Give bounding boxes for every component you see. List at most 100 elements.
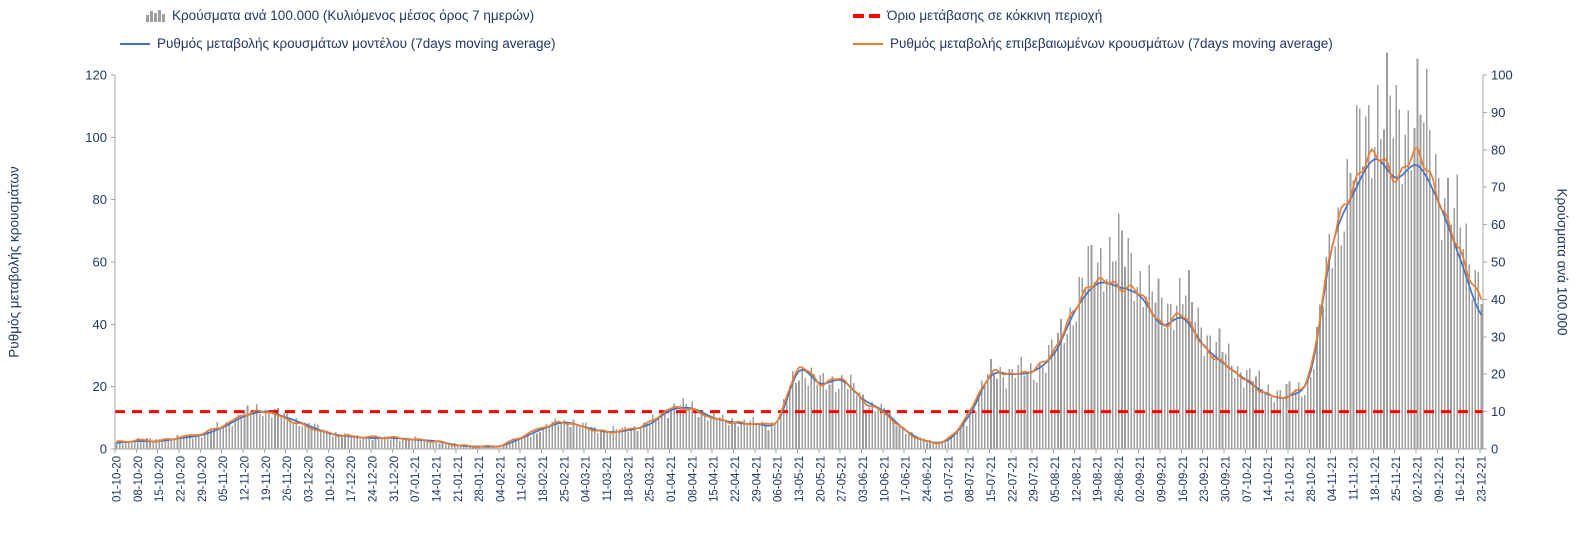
x-tick-label: 18-02-21 [538,456,550,502]
x-tick-label: 14-01-21 [431,456,443,502]
bars-swatch-icon [146,9,165,23]
right-tick-label: 70 [1491,180,1505,195]
legend-label-confirmed: Ρυθμός μεταβολής επιβεβαιωμένων κρουσμάτ… [890,36,1333,51]
x-tick-label: 05-08-21 [1050,456,1062,502]
x-tick-label: 31-12-20 [389,456,401,502]
legend-item-confirmed: Ρυθμός μεταβολής επιβεβαιωμένων κρουσμάτ… [853,37,1333,51]
right-tick-label: 50 [1491,255,1505,270]
right-tick-label: 30 [1491,329,1505,344]
x-tick-label: 20-05-21 [815,456,827,502]
x-tick-label: 29-10-20 [197,456,209,502]
right-tick-label: 90 [1491,105,1505,120]
x-tick-label: 26-11-20 [282,456,294,501]
x-tick-label: 13-05-21 [794,456,806,502]
right-tick-label: 80 [1491,142,1505,157]
legend-label-threshold: Όριο μετάβασης σε κόκκινη περιοχή [887,8,1103,23]
left-tick-label: 60 [93,255,107,270]
right-tick-label: 20 [1491,367,1505,382]
legend-item-bars: Κρούσματα ανά 100.000 (Κυλιόμενος μέσος … [146,9,534,23]
x-tick-label: 02-09-21 [1135,456,1147,502]
legend-item-model: Ρυθμός μεταβολής κρουσμάτων μοντέλου (7d… [120,37,556,51]
x-tick-label: 02-12-21 [1412,456,1424,502]
x-tick-label: 26-08-21 [1114,456,1126,502]
x-tick-label: 22-07-21 [1007,456,1019,502]
x-tick-label: 15-07-21 [986,456,998,502]
x-tick-label: 11-11-21 [1349,456,1361,500]
left-axis-title: Ρυθμός μεταβολής κρουσμάτων [6,166,22,358]
legend-item-threshold: Όριο μετάβασης σε κόκκινη περιοχή [853,9,1102,23]
x-tick-label: 25-03-21 [645,456,657,502]
legend-label-bars: Κρούσματα ανά 100.000 (Κυλιόμενος μέσος … [172,8,535,23]
right-tick-label: 40 [1491,292,1505,307]
x-tick-label: 18-11-21 [1370,456,1382,501]
confirmed-line-icon [853,42,883,45]
confirmed-line [116,146,1483,449]
axes [111,74,1487,453]
x-tick-label: 19-11-20 [261,456,273,501]
right-tick-label: 0 [1491,442,1498,457]
x-tick-label: 14-10-21 [1263,456,1275,502]
legend-label-model: Ρυθμός μεταβολής κρουσμάτων μοντέλου (7d… [157,36,556,51]
x-tick-label: 23-09-21 [1199,456,1211,502]
x-tick-label: 24-12-20 [367,456,379,502]
x-tick-label: 25-02-21 [559,456,571,502]
x-tick-label: 21-01-21 [453,456,465,502]
x-tick-label: 04-11-21 [1327,456,1339,501]
x-tick-label: 07-10-21 [1242,456,1254,502]
x-tick-label: 11-03-21 [602,456,614,501]
x-tick-label: 19-08-21 [1093,456,1105,502]
x-tick-label: 29-07-21 [1029,456,1041,502]
left-tick-label: 120 [85,68,107,83]
x-tick-label: 29-04-21 [751,456,763,502]
x-tick-label: 15-04-21 [709,456,721,502]
x-tick-label: 08-07-21 [965,456,977,502]
x-tick-label: 09-12-21 [1434,456,1446,502]
x-tick-label: 08-10-20 [133,456,145,502]
x-tick-label: 01-10-20 [112,456,124,502]
right-tick-label: 60 [1491,217,1505,232]
x-tick-label: 07-01-21 [410,456,422,502]
right-tick-label: 10 [1491,404,1505,419]
x-tick-label: 10-12-20 [325,456,337,502]
x-tick-label: 01-04-21 [666,456,678,502]
x-tick-label: 17-06-21 [901,456,913,502]
bars-series [115,52,1483,450]
x-tick-label: 30-09-21 [1221,456,1233,502]
x-tick-label: 03-06-21 [858,456,870,502]
left-tick-label: 40 [93,317,107,332]
x-axis-labels: 01-10-20 08-10-20 15-10-20 22-10-20 29-10-20… [112,456,1489,502]
x-tick-label: 23-12-21 [1476,456,1488,502]
x-tick-label: 12-08-21 [1071,456,1083,502]
x-tick-label: 18-03-21 [623,456,635,502]
x-tick-label: 25-11-21 [1391,456,1403,501]
left-tick-label: 0 [100,442,107,457]
x-tick-label: 03-12-20 [303,456,315,502]
x-tick-label: 22-10-20 [176,456,188,502]
x-tick-label: 09-09-21 [1157,456,1169,502]
right-axis-title: Κρούσματα ανά 100.000 [1554,188,1570,336]
x-tick-label: 28-01-21 [474,456,486,502]
left-tick-label: 100 [85,130,107,145]
left-tick-label: 20 [93,379,107,394]
x-tick-label: 21-10-21 [1285,456,1297,502]
x-tick-label: 01-07-21 [943,456,955,502]
x-tick-label: 24-06-21 [922,456,934,502]
x-tick-label: 16-12-21 [1455,456,1467,502]
x-tick-label: 11-02-21 [517,456,529,501]
x-tick-label: 28-10-21 [1306,456,1318,502]
x-tick-label: 04-02-21 [495,456,507,502]
right-tick-label: 100 [1491,68,1513,83]
x-tick-label: 16-09-21 [1178,456,1190,502]
right-axis-labels: 0 10 20 30 40 50 60 70 80 90 100 [1491,68,1513,457]
left-axis-labels: 0 20 40 60 80 100 120 [85,68,107,457]
model-line-icon [120,42,150,45]
x-tick-label: 22-04-21 [730,456,742,502]
threshold-dash-icon [853,14,880,18]
x-tick-label: 06-05-21 [773,456,785,502]
x-tick-label: 15-10-20 [154,456,166,502]
x-tick-label: 12-11-20 [239,456,251,501]
left-tick-label: 80 [93,192,107,207]
